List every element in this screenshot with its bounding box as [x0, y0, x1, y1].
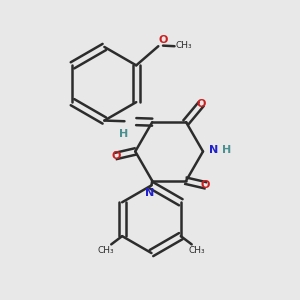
Text: O: O — [159, 35, 168, 45]
Text: N: N — [209, 145, 219, 155]
Text: N: N — [145, 188, 154, 198]
Text: O: O — [196, 100, 206, 110]
Text: O: O — [112, 151, 121, 161]
Text: CH₃: CH₃ — [98, 246, 114, 255]
Text: O: O — [200, 180, 210, 190]
Text: H: H — [119, 129, 129, 139]
Text: CH₃: CH₃ — [189, 246, 205, 255]
Text: CH₃: CH₃ — [175, 41, 192, 50]
Text: H: H — [222, 145, 231, 155]
